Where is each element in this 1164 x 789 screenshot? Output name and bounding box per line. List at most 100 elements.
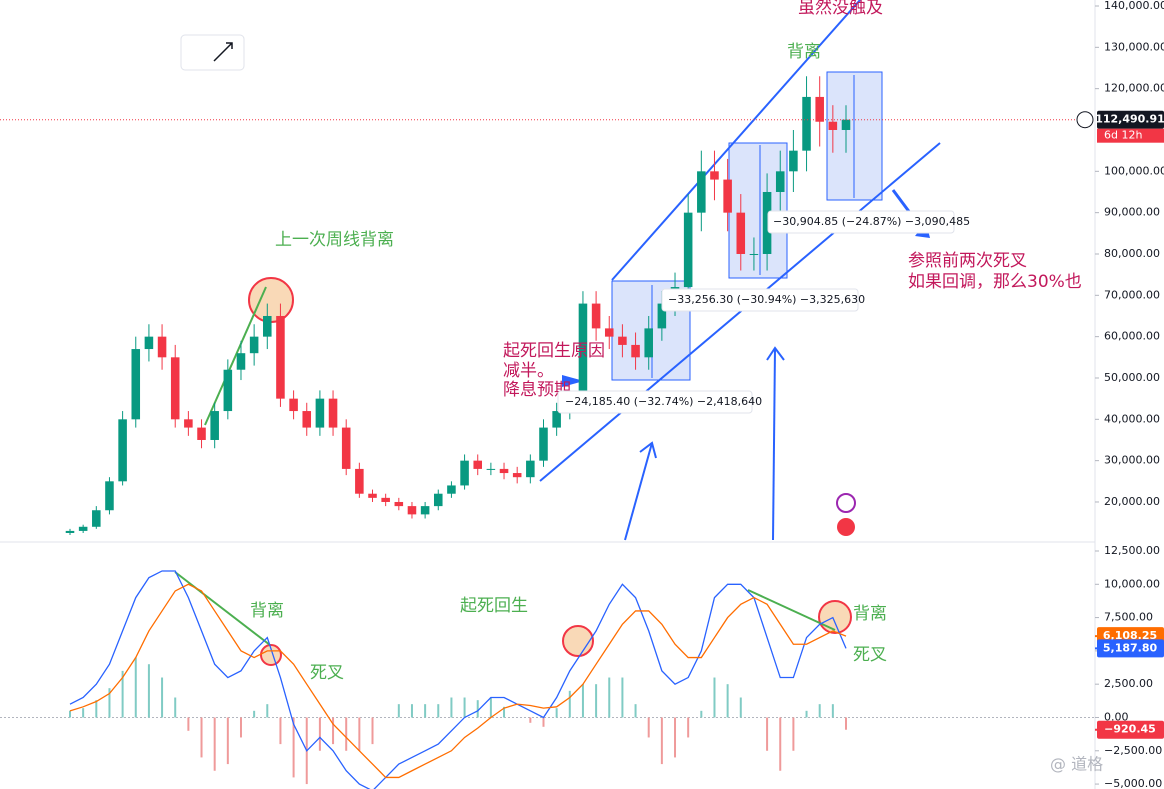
histogram-bar xyxy=(595,684,598,718)
annotation: 死叉 xyxy=(310,663,344,683)
last-value-marker xyxy=(1095,635,1097,638)
annotation: 减半。 xyxy=(503,361,554,381)
candle-body xyxy=(170,357,180,420)
y-tick-label: 140,000.00 xyxy=(1104,0,1164,12)
histogram-bar xyxy=(200,717,203,758)
candle-body xyxy=(210,411,219,440)
candle-body xyxy=(762,191,772,254)
event-icon[interactable] xyxy=(837,518,855,536)
candle-body xyxy=(841,119,851,130)
annotation: 参照前两次死叉 xyxy=(908,251,1027,271)
arrow-head xyxy=(639,441,657,459)
candle-body xyxy=(644,328,653,358)
annotation: 上一次周线背离 xyxy=(275,230,394,250)
candle-body xyxy=(328,398,338,428)
last-value-label-bg xyxy=(1097,720,1164,739)
histogram-bar xyxy=(818,704,821,718)
candle-body xyxy=(802,96,811,151)
candle-body xyxy=(775,171,785,192)
last-value-marker xyxy=(1095,647,1097,650)
candle-body xyxy=(105,481,114,511)
histogram-bar xyxy=(713,677,716,718)
y-tick-label: 30,000.00 xyxy=(1104,454,1160,467)
histogram-bar xyxy=(292,717,295,778)
toolbar[interactable] xyxy=(180,34,245,71)
histogram-bar xyxy=(371,717,374,745)
candle-body xyxy=(223,369,233,412)
candle-body xyxy=(433,493,443,507)
candle-body xyxy=(539,427,548,461)
measure-label: −30,904.85 (−24.87%) −3,090,485 xyxy=(773,215,970,228)
tool-icon[interactable] xyxy=(213,42,233,62)
last-price-label-bg xyxy=(1097,110,1164,129)
histogram-bar xyxy=(555,708,558,718)
y-tick-label: 70,000.00 xyxy=(1104,288,1160,301)
histogram-bar xyxy=(318,717,321,751)
histogram-bar xyxy=(95,700,98,718)
histogram-bar xyxy=(700,710,703,718)
histogram-bar xyxy=(687,717,690,738)
histogram-bar xyxy=(82,708,85,718)
histogram-bar xyxy=(568,690,571,718)
candle-body xyxy=(394,501,404,507)
candle-body xyxy=(131,349,141,420)
y-tick-label: 0.00 xyxy=(1104,710,1129,723)
histogram-bar xyxy=(489,697,492,718)
histogram-bar xyxy=(134,657,137,718)
candle-body xyxy=(631,344,640,358)
candle-body xyxy=(263,315,272,337)
candle-body xyxy=(355,468,364,494)
highlight-circle xyxy=(818,600,852,634)
histogram-bar xyxy=(608,677,611,718)
y-tick-label: 90,000.00 xyxy=(1104,206,1160,219)
candle-body xyxy=(578,303,588,399)
candle-body xyxy=(789,150,798,172)
arrow xyxy=(624,442,653,541)
y-tick-label: −2,500.00 xyxy=(1104,744,1162,757)
candle-body xyxy=(302,411,312,428)
countdown: 6d 12h xyxy=(1104,129,1142,142)
histogram-bar xyxy=(108,688,111,718)
candle-body xyxy=(749,253,759,255)
measure-box xyxy=(557,390,753,414)
highlight-circle xyxy=(562,625,594,657)
last-value-label-bg xyxy=(1097,639,1164,658)
histogram-bar xyxy=(161,677,164,718)
histogram-bar xyxy=(213,717,216,771)
histogram-bar xyxy=(660,717,663,765)
candle-body xyxy=(460,460,469,486)
candle-body xyxy=(473,460,483,469)
histogram-bar xyxy=(792,717,795,751)
y-tick-label: 130,000.00 xyxy=(1104,40,1164,53)
candle-body xyxy=(618,336,627,345)
histogram-bar xyxy=(332,717,335,745)
histogram-bar xyxy=(529,717,532,723)
event-icon[interactable] xyxy=(836,493,856,513)
candle-body xyxy=(710,171,719,180)
measure-box xyxy=(661,288,859,312)
histogram-bar xyxy=(187,717,190,731)
arrow xyxy=(772,347,776,541)
candle-body xyxy=(591,303,601,329)
histogram-bar xyxy=(147,664,150,718)
crosshair-button[interactable] xyxy=(1076,111,1094,129)
histogram-bar xyxy=(674,717,677,758)
last-price-label: 112,490.91 xyxy=(1095,113,1164,126)
candle-body xyxy=(657,303,667,329)
last-value-marker xyxy=(1095,728,1097,731)
candle-body xyxy=(736,212,746,254)
measure-box xyxy=(767,210,955,234)
candle-body xyxy=(407,506,417,515)
annotation: 如果回调，那么30%也 xyxy=(908,272,1082,292)
measure-label: −24,185.40 (−32.74%) −2,418,640 xyxy=(565,395,762,408)
y-tick-label: 40,000.00 xyxy=(1104,412,1160,425)
last-value-label: −920.45 xyxy=(1104,723,1156,736)
annotation: 背离 xyxy=(250,601,284,621)
histogram-bar xyxy=(634,704,637,718)
candle-body xyxy=(315,398,325,428)
histogram-bar xyxy=(226,717,229,765)
y-tick-label: −5,000.00 xyxy=(1104,777,1162,789)
histogram-bar xyxy=(581,684,584,718)
annotation: 起死回生原因 xyxy=(503,341,605,361)
